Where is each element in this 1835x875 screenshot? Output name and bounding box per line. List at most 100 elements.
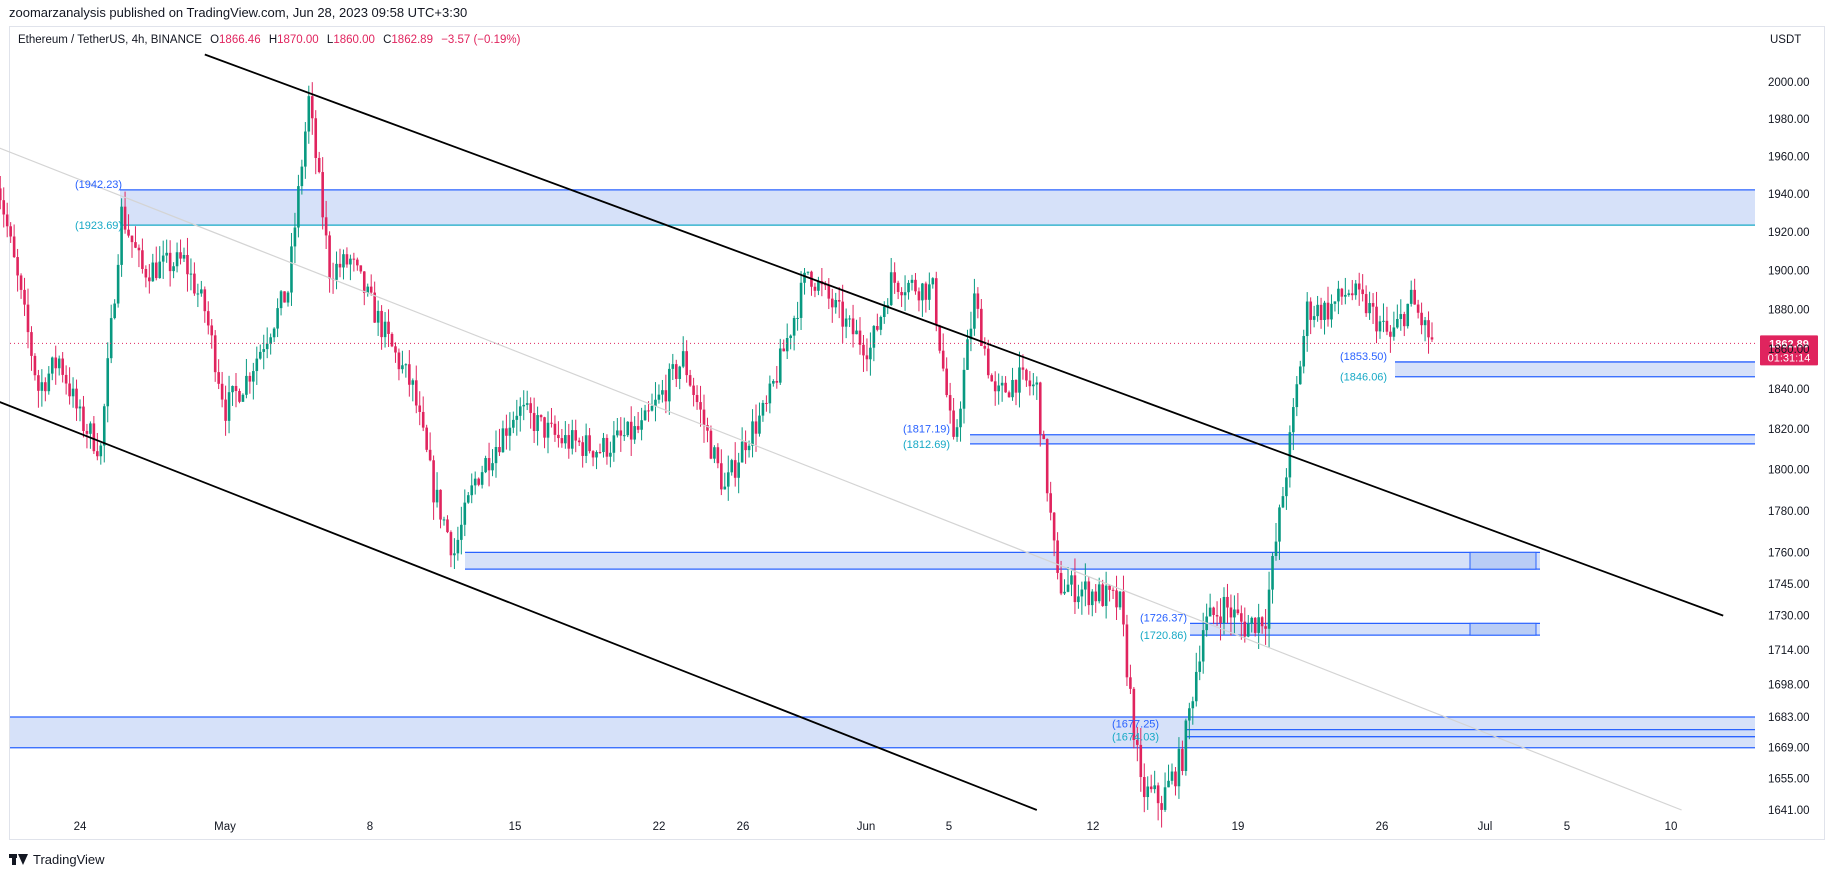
x-tick-label: 26: [737, 821, 750, 833]
candle-body: [595, 451, 598, 458]
y-tick-label: 1745.00: [1768, 579, 1810, 591]
candle-body: [643, 410, 647, 421]
candle-body: [477, 478, 480, 485]
candle-body: [189, 273, 193, 275]
candle-body: [858, 330, 862, 345]
candle-body: [1129, 677, 1132, 689]
candle-body: [1059, 572, 1063, 594]
candle-body: [224, 399, 227, 421]
candle-body: [768, 383, 772, 404]
candle-body: [154, 262, 158, 279]
y-tick-label: 1900.00: [1768, 266, 1810, 278]
candle-body: [425, 427, 428, 450]
trend-layer: [0, 53, 1724, 811]
candle-body: [647, 410, 650, 412]
candle-body: [1070, 575, 1073, 585]
candle-body: [258, 351, 262, 359]
candle-body: [144, 268, 148, 278]
open-value: 1866.46: [219, 34, 261, 46]
candle-body: [993, 381, 997, 392]
candle-body: [113, 303, 116, 319]
candle-body: [827, 285, 831, 299]
candle-body: [789, 335, 792, 339]
candle-body: [269, 337, 272, 344]
candle-body: [460, 524, 463, 540]
candle-body: [761, 402, 765, 416]
candle-body: [934, 278, 938, 326]
candle-body: [574, 430, 578, 441]
channel-trendline: [0, 401, 1038, 811]
candle-body: [1271, 556, 1274, 590]
candle-body: [921, 283, 924, 301]
candle-body: [380, 310, 383, 338]
candle-body: [782, 348, 786, 352]
candle-body: [1295, 384, 1299, 408]
candle-body: [1073, 575, 1077, 603]
candle-body: [484, 458, 487, 473]
candle-body: [61, 358, 64, 375]
last-price-tag: [1760, 335, 1818, 366]
candle-body: [248, 375, 252, 382]
candle-body: [1250, 617, 1254, 624]
candle-body: [1208, 607, 1212, 617]
candle-body: [577, 440, 581, 443]
candle-body: [217, 372, 220, 384]
candle-body: [1319, 304, 1323, 320]
candle-body: [751, 421, 754, 446]
candle-body: [5, 214, 9, 227]
candle-body: [446, 519, 449, 533]
candle-body: [501, 428, 505, 453]
y-tick-label: 1669.00: [1768, 743, 1810, 755]
candle-body: [640, 420, 643, 430]
footer-brand[interactable]: TradingView: [9, 849, 105, 869]
candle-body: [64, 374, 68, 384]
candle-body: [1142, 777, 1146, 798]
candle-body: [744, 441, 747, 451]
candle-body: [792, 317, 796, 336]
candle-body: [1371, 303, 1375, 307]
y-tick-label: 1698.00: [1768, 679, 1810, 691]
candle-body: [1004, 382, 1007, 393]
candle-body: [862, 344, 865, 356]
candle-body: [1368, 303, 1371, 314]
candle-body: [428, 449, 432, 461]
candle-body: [591, 451, 595, 458]
candle-body: [141, 250, 144, 269]
candle-body: [512, 419, 515, 428]
candle-body: [1378, 321, 1382, 332]
candle-body: [1056, 540, 1059, 573]
candle-body: [581, 442, 584, 456]
brand-text: TradingView: [33, 851, 105, 867]
candle-body: [560, 438, 564, 444]
zone-price-label: (1942.23): [75, 179, 122, 191]
candle-body: [1292, 407, 1295, 433]
candle-body: [806, 271, 810, 273]
candle-body: [730, 460, 734, 473]
candle-body: [1181, 748, 1184, 771]
open-label: O: [210, 34, 220, 46]
candle-body: [713, 447, 716, 459]
zone-price-label: (1817.19): [903, 424, 950, 436]
candle-body: [726, 472, 730, 487]
candle-body: [1233, 609, 1236, 618]
candle-body: [872, 326, 876, 348]
candle-body: [1149, 786, 1153, 790]
candle-body: [68, 383, 71, 397]
candle-body: [158, 261, 162, 279]
zone-price-label: (1846.06): [1340, 372, 1387, 384]
candle-body: [265, 343, 269, 350]
candle-body: [928, 284, 931, 300]
candle-body: [1298, 366, 1302, 385]
candle-body: [702, 409, 706, 426]
countdown-value: 01:31:14: [1768, 352, 1811, 364]
candle-body: [1382, 320, 1385, 322]
candle-body: [109, 318, 113, 359]
candle-body: [9, 226, 12, 237]
candle-body: [1007, 392, 1011, 398]
candle-body: [1080, 589, 1084, 597]
candle-body: [283, 291, 286, 303]
candle-body: [1136, 740, 1139, 745]
candle-body: [1025, 369, 1028, 381]
candle-body: [373, 292, 376, 323]
